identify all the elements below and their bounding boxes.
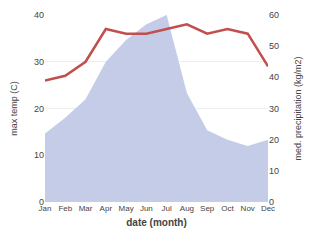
svg-text:0: 0 [39,197,44,207]
svg-text:40: 40 [34,10,44,20]
svg-text:Apr: Apr [100,204,113,213]
svg-text:Aug: Aug [180,204,194,213]
svg-text:10: 10 [34,150,44,160]
svg-text:Sep: Sep [200,204,215,213]
svg-text:Jul: Jul [162,204,172,213]
svg-text:30: 30 [34,57,44,67]
svg-text:10: 10 [269,166,279,176]
svg-text:Mar: Mar [79,204,93,213]
svg-text:Feb: Feb [58,204,72,213]
svg-text:date (month): date (month) [126,217,187,228]
svg-text:max temp (C): max temp (C) [9,81,19,136]
svg-text:60: 60 [269,10,279,20]
svg-text:Nov: Nov [241,204,255,213]
svg-text:30: 30 [269,104,279,114]
svg-text:20: 20 [34,104,44,114]
svg-text:med. precipitation (kg/m2): med. precipitation (kg/m2) [293,56,303,160]
svg-text:0: 0 [269,197,274,207]
svg-text:Jun: Jun [140,204,153,213]
svg-text:May: May [119,204,134,213]
svg-text:Dec: Dec [261,204,275,213]
svg-text:50: 50 [269,41,279,51]
svg-text:Jan: Jan [39,204,52,213]
svg-text:40: 40 [269,72,279,82]
svg-text:20: 20 [269,135,279,145]
svg-text:Oct: Oct [221,204,234,213]
